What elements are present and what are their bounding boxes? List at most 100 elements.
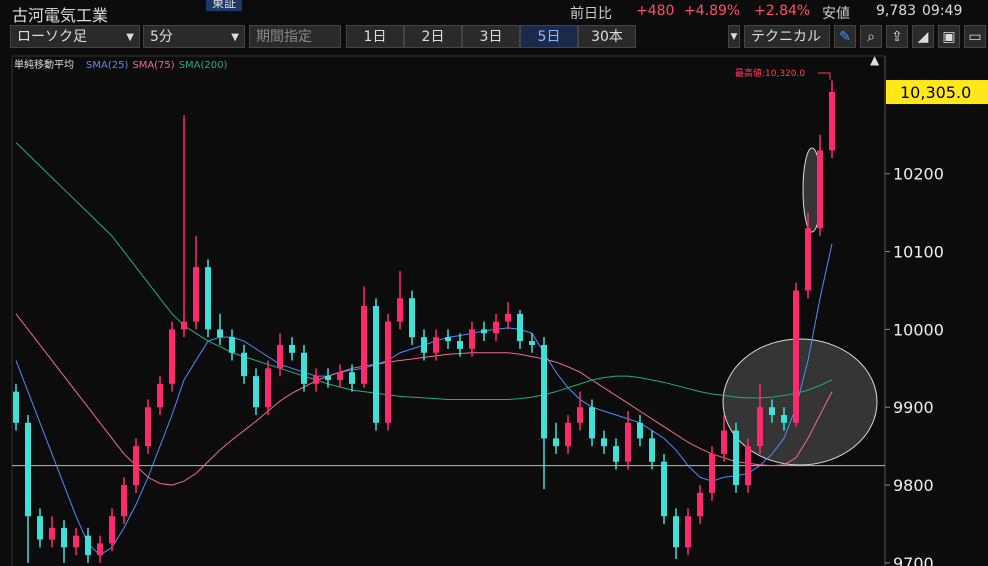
candle-body (709, 453, 715, 493)
candle-body (817, 150, 823, 229)
candle-body (157, 383, 163, 408)
candle-body (529, 341, 535, 345)
candle-body (277, 344, 283, 369)
annotation-arrow (818, 72, 831, 80)
candle-body (565, 422, 571, 447)
candle-body (205, 267, 211, 330)
y-tick-label: 10200 (893, 165, 944, 184)
candle-body (325, 376, 331, 380)
candle-body (217, 329, 223, 338)
candle-body (13, 391, 19, 423)
candle-body (337, 372, 343, 380)
change: +480 (636, 3, 675, 19)
change-pct2: +2.84% (754, 3, 811, 19)
interval: 5分 (150, 29, 173, 45)
legend-title: 単純移動平均 (14, 58, 74, 71)
candle-body (493, 321, 499, 334)
candle-body (73, 535, 79, 548)
candle-body (649, 438, 655, 462)
change-label: 前日比 (570, 6, 612, 22)
y-tick-label: 9900 (893, 398, 934, 417)
candle-body (541, 344, 547, 439)
candle-body (673, 516, 679, 548)
scroll-up[interactable]: ▲ (870, 53, 880, 67)
sma-line (15, 142, 833, 400)
candle-body (193, 267, 199, 322)
interval-select[interactable]: 5分 ▼ (143, 25, 245, 48)
annotation: 最高値:10,320.0 (735, 67, 805, 79)
candle-body (109, 516, 115, 544)
candle-body (361, 306, 367, 384)
legend-entry: SMA(75) (132, 60, 174, 71)
candle-body (613, 446, 619, 462)
range-button[interactable]: 5日 (520, 25, 578, 48)
candle-body (241, 352, 247, 377)
chart-type: ローソク足 (17, 29, 87, 45)
folder-tool[interactable]: ▭ (964, 25, 986, 48)
last-price-box (886, 80, 988, 105)
highlight (722, 338, 878, 466)
candle-body (769, 407, 775, 416)
last-price-label: 10,305.0 (900, 83, 971, 102)
candle-body (385, 321, 391, 423)
candle-body (445, 337, 451, 342)
legend-entry: SMA(200) (179, 60, 228, 71)
candle-body (805, 228, 811, 291)
y-tick-label: 9800 (893, 476, 934, 495)
candle-body (781, 415, 787, 423)
legend-entry: SMA(25) (86, 60, 128, 71)
technical-button[interactable]: テクニカル (744, 25, 830, 48)
candle-body (589, 407, 595, 439)
candle-body (61, 527, 67, 548)
candle-body (169, 329, 175, 384)
company-name: 古河電気工業 (12, 6, 109, 25)
time: 09:49 (922, 3, 963, 19)
save-tool[interactable]: ▣ (938, 25, 960, 48)
candle-body (421, 337, 427, 353)
candle-body (373, 306, 379, 423)
legend: SMA(25) SMA(75) SMA(200) (86, 60, 227, 71)
range-button[interactable]: 30本 (578, 25, 636, 48)
candle-body (181, 321, 187, 330)
candle-body (733, 430, 739, 486)
candle-body (301, 352, 307, 384)
range-button[interactable]: 2日 (404, 25, 462, 48)
candle-body (457, 341, 463, 349)
candle-body (577, 407, 583, 423)
chart-type-select[interactable]: ローソク足 ▼ (10, 25, 140, 48)
dropdown[interactable]: ▼ (728, 25, 740, 48)
period-button[interactable]: 期間指定 (249, 25, 341, 48)
draw-tool[interactable]: ✎ (834, 25, 856, 48)
candle-body (85, 535, 91, 556)
candle-body (433, 337, 439, 353)
area-tool[interactable]: ◢ (912, 25, 934, 48)
candle-body (469, 329, 475, 349)
candle-body (145, 407, 151, 447)
candle-body (625, 422, 631, 462)
candle-body (349, 372, 355, 384)
candle-body (313, 376, 319, 384)
candle-body (829, 92, 835, 151)
candle-body (25, 422, 31, 517)
candle-body (397, 298, 403, 322)
range-button[interactable]: 1日 (346, 25, 404, 48)
candle-body (697, 492, 703, 517)
candle-body (49, 527, 55, 540)
market: 東証 (206, 0, 243, 11)
export-tool[interactable]: ⇪ (886, 25, 908, 48)
low-label: 安値 (822, 6, 850, 22)
candle-body (265, 368, 271, 408)
zoom-tool[interactable]: ⌕ (860, 25, 882, 48)
candle-body (637, 422, 643, 439)
candle-body (37, 516, 43, 540)
candle-body (229, 337, 235, 353)
candle-body (133, 446, 139, 486)
candle-body (121, 485, 127, 517)
range-button[interactable]: 3日 (462, 25, 520, 48)
y-tick-label: 10000 (893, 320, 944, 339)
candle-body (745, 446, 751, 486)
y-tick-label: 10100 (893, 243, 944, 262)
candle-body (553, 438, 559, 447)
candle-body (685, 516, 691, 548)
candle-body (253, 376, 259, 408)
